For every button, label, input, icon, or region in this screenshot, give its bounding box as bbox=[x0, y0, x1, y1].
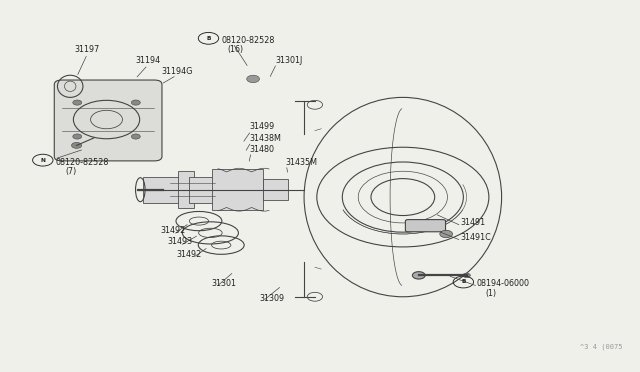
Text: 31301J: 31301J bbox=[275, 56, 303, 65]
Circle shape bbox=[440, 230, 452, 238]
Ellipse shape bbox=[412, 272, 425, 279]
FancyBboxPatch shape bbox=[54, 80, 162, 161]
Circle shape bbox=[131, 134, 140, 139]
Text: 31194G: 31194G bbox=[161, 67, 192, 76]
Text: ^3 4 (0075: ^3 4 (0075 bbox=[580, 344, 623, 350]
Circle shape bbox=[246, 75, 259, 83]
Text: B: B bbox=[461, 279, 465, 285]
Text: 31438M: 31438M bbox=[250, 134, 282, 142]
Circle shape bbox=[131, 100, 140, 105]
Text: B: B bbox=[206, 36, 211, 41]
Text: 31194: 31194 bbox=[136, 56, 161, 65]
FancyBboxPatch shape bbox=[405, 219, 445, 232]
Text: N: N bbox=[40, 158, 45, 163]
FancyBboxPatch shape bbox=[143, 177, 182, 203]
Circle shape bbox=[73, 134, 82, 139]
Circle shape bbox=[463, 273, 470, 278]
Text: 31493: 31493 bbox=[167, 237, 193, 246]
Text: 31492: 31492 bbox=[177, 250, 202, 259]
Circle shape bbox=[73, 100, 82, 105]
Text: 31309: 31309 bbox=[259, 294, 285, 303]
Text: (7): (7) bbox=[65, 167, 76, 176]
FancyBboxPatch shape bbox=[262, 179, 288, 200]
Text: 31480: 31480 bbox=[250, 145, 275, 154]
Text: 31491: 31491 bbox=[460, 218, 485, 227]
Text: 31492: 31492 bbox=[161, 226, 186, 235]
FancyBboxPatch shape bbox=[178, 171, 194, 208]
Text: 08120-82528: 08120-82528 bbox=[221, 36, 275, 45]
FancyBboxPatch shape bbox=[189, 177, 228, 203]
Text: 31301: 31301 bbox=[212, 279, 237, 288]
Text: 08194-06000: 08194-06000 bbox=[476, 279, 529, 288]
Text: 31197: 31197 bbox=[75, 45, 100, 54]
Circle shape bbox=[72, 142, 82, 148]
Text: 08120-82528: 08120-82528 bbox=[56, 157, 109, 167]
Text: 31435M: 31435M bbox=[285, 157, 317, 167]
Text: 31491C: 31491C bbox=[460, 233, 491, 242]
Text: 31499: 31499 bbox=[250, 122, 275, 131]
Text: (16): (16) bbox=[228, 45, 244, 54]
FancyBboxPatch shape bbox=[212, 169, 262, 210]
Text: (1): (1) bbox=[486, 289, 497, 298]
